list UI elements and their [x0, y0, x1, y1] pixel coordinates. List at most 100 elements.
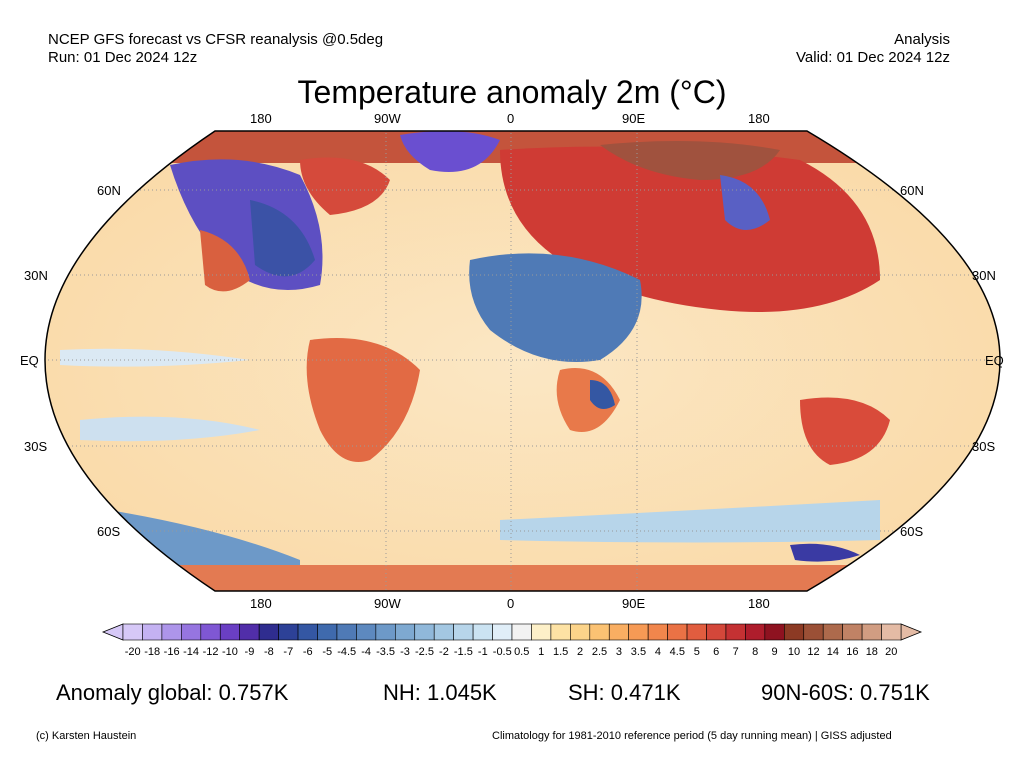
lon-label-bottom: 90W: [374, 596, 401, 611]
colorbar-tick-label: -12: [203, 646, 219, 658]
credit-label: (c) Karsten Haustein: [36, 730, 137, 742]
colorbar-swatch: [219, 623, 241, 641]
band-anomaly-stat: 90N-60S: 0.751K: [761, 680, 930, 705]
colorbar-tick-label: 16: [846, 646, 858, 658]
colorbar-swatch: [686, 623, 707, 641]
colorbar-swatch: [570, 623, 591, 641]
lat-label-right: 60S: [900, 524, 924, 539]
colorbar-tick-label: 14: [827, 646, 839, 658]
valid-time-label: Valid: 01 Dec 2024 12z: [796, 49, 950, 66]
colorbar-tick-label: -7: [283, 646, 293, 658]
colorbar-tick-label: 12: [807, 646, 819, 658]
colorbar-tick-label: -4: [361, 646, 371, 658]
colorbar-swatch: [453, 623, 474, 641]
lon-label-bottom: 180: [250, 596, 272, 611]
colorbar-tick-label: -10: [222, 646, 238, 658]
colorbar-swatch: [414, 623, 435, 641]
colorbar-tick-label: -2.5: [415, 646, 434, 658]
colorbar-swatch: [472, 623, 493, 641]
colorbar-swatch: [239, 623, 260, 641]
colorbar-swatch: [181, 623, 202, 641]
lat-label-left: 30S: [24, 439, 48, 454]
colorbar-swatch: [492, 623, 513, 641]
colorbar-tick-label: -5: [322, 646, 332, 658]
colorbar-swatch: [725, 623, 746, 641]
colorbar-swatch: [142, 623, 163, 641]
colorbar-swatch: [161, 623, 182, 641]
colorbar-swatch: [375, 623, 396, 641]
colorbar-tick-label: -2: [439, 646, 449, 658]
colorbar-swatch: [881, 623, 902, 641]
colorbar-tick-label: 1: [538, 646, 544, 658]
colorbar-tick-label: -6: [303, 646, 313, 658]
colorbar-swatch: [803, 623, 824, 641]
anomaly-map: [44, 130, 1001, 592]
colorbar-swatch: [336, 623, 357, 641]
colorbar-swatch: [861, 623, 882, 641]
colorbar-low-arrow: [101, 623, 124, 641]
colorbar-swatch: [667, 623, 688, 641]
colorbar-tick-label: -8: [264, 646, 274, 658]
model-source-label: NCEP GFS forecast vs CFSR reanalysis @0.…: [48, 31, 384, 48]
colorbar-swatch: [122, 623, 143, 641]
colorbar-tick-label: 9: [772, 646, 778, 658]
lon-label-bottom: 90E: [622, 596, 646, 611]
globe-outline: [44, 130, 1001, 592]
colorbar-swatch: [433, 623, 454, 641]
colorbar-swatch: [706, 623, 727, 641]
lon-label-top: 90W: [374, 111, 401, 126]
lat-label-left: 30N: [24, 268, 48, 283]
colorbar-tick-label: 7: [733, 646, 739, 658]
lon-label-top: 180: [250, 111, 272, 126]
colorbar-swatch: [550, 623, 571, 641]
colorbar-swatch: [608, 623, 630, 641]
colorbar-swatch: [531, 623, 552, 641]
map-title: Temperature anomaly 2m (°C): [297, 74, 727, 110]
lat-label-left: 60N: [97, 183, 121, 198]
colorbar-tick-label: -1.5: [454, 646, 473, 658]
colorbar-swatch: [317, 623, 338, 641]
colorbar-tick-label: -3: [400, 646, 410, 658]
colorbar-swatch: [200, 623, 221, 641]
lon-label-bottom: 0: [507, 596, 515, 611]
colorbar-tick-label: 6: [713, 646, 719, 658]
colorbar-tick-label: 10: [788, 646, 800, 658]
colorbar-tick-label: 3.5: [631, 646, 646, 658]
colorbar-tick-label: 4: [655, 646, 661, 658]
lat-label-left: 60S: [97, 524, 121, 539]
colorbar-tick-label: -4.5: [337, 646, 356, 658]
colorbar-tick-label: -20: [125, 646, 141, 658]
colorbar-tick-label: 5: [694, 646, 700, 658]
colorbar-tick-label: 8: [752, 646, 758, 658]
nh-anomaly-stat: NH: 1.045K: [383, 680, 497, 705]
colorbar-swatch: [297, 623, 318, 641]
colorbar-swatch: [258, 623, 279, 641]
colorbar-swatch: [783, 623, 805, 641]
lon-label-top: 180: [748, 111, 770, 126]
colorbar-swatch: [278, 623, 299, 641]
run-time-label: Run: 01 Dec 2024 12z: [48, 49, 198, 66]
colorbar-swatch: [628, 623, 649, 641]
colorbar-tick-label: 4.5: [670, 646, 685, 658]
colorbar-tick-label: 20: [885, 646, 897, 658]
colorbar-swatch: [745, 623, 766, 641]
colorbar: -20 -18 -16 -14 -12 -10 -9 -8 -7 -6 -5 -4.5 -4 -3.5 -3…: [101, 623, 923, 658]
colorbar-tick-label: -18: [144, 646, 160, 658]
colorbar-high-arrow: [900, 623, 923, 641]
colorbar-tick-label: -9: [245, 646, 255, 658]
colorbar-swatch: [764, 623, 785, 641]
colorbar-swatch: [822, 623, 843, 641]
lat-label-right: 60N: [900, 183, 924, 198]
colorbar-swatch: [842, 623, 863, 641]
colorbar-tick-label: -3.5: [376, 646, 395, 658]
colorbar-tick-label: -14: [183, 646, 199, 658]
climatology-note: Climatology for 1981-2010 reference peri…: [492, 730, 892, 742]
colorbar-swatch: [647, 623, 668, 641]
colorbar-tick-label: -0.5: [493, 646, 512, 658]
global-anomaly-stat: Anomaly global: 0.757K: [56, 680, 289, 705]
colorbar-tick-label: 2: [577, 646, 583, 658]
sh-anomaly-stat: SH: 0.471K: [568, 680, 681, 705]
colorbar-tick-label: 18: [866, 646, 878, 658]
colorbar-tick-label: 1.5: [553, 646, 568, 658]
colorbar-tick-label: 0.5: [514, 646, 529, 658]
